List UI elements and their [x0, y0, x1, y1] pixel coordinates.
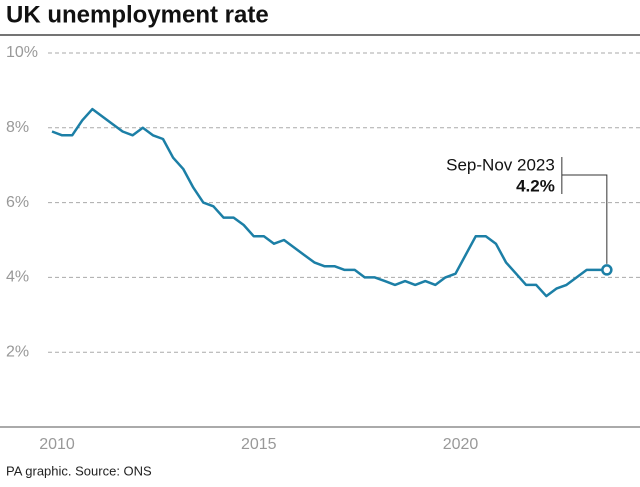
- x-tick-label: 2010: [39, 436, 75, 453]
- y-tick-label: 10%: [6, 44, 38, 61]
- y-tick-label: 8%: [6, 119, 29, 136]
- y-tick-label: 2%: [6, 343, 29, 360]
- y-tick-label: 4%: [6, 269, 29, 286]
- annotation-text: Sep-Nov 2023: [446, 155, 555, 174]
- annotation-value: 4.2%: [516, 176, 555, 195]
- chart-title: UK unemployment rate: [6, 1, 269, 28]
- y-tick-label: 6%: [6, 194, 29, 211]
- line: [51, 107, 607, 298]
- source: PA graphic. Source: ONS: [6, 463, 152, 478]
- annotation-leader: [561, 174, 608, 264]
- x-tick-label: 2015: [241, 436, 277, 453]
- x-tick-label: 2020: [443, 436, 479, 453]
- end-point: [601, 264, 613, 276]
